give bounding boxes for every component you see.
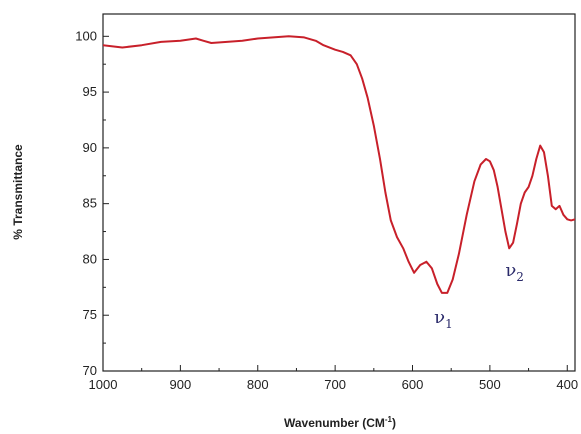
peak-label-nu1: ν1 bbox=[434, 307, 453, 331]
x-tick-label: 600 bbox=[402, 377, 424, 392]
x-axis-title-end: ) bbox=[392, 416, 396, 430]
x-axis-title-main: Wavenumber (CM bbox=[284, 416, 385, 430]
y-tick-label: 100 bbox=[75, 28, 97, 43]
y-tick-label: 75 bbox=[83, 307, 97, 322]
x-tick-label: 700 bbox=[324, 377, 346, 392]
x-tick-label: 1000 bbox=[89, 377, 118, 392]
peak-label-nu2: ν2 bbox=[505, 260, 524, 284]
x-tick-label: 800 bbox=[247, 377, 269, 392]
x-axis-title-superscript: -1 bbox=[385, 415, 393, 424]
x-axis-title: Wavenumber (CM-1) bbox=[284, 415, 396, 430]
transmittance-line bbox=[103, 35, 575, 294]
y-tick-label: 70 bbox=[83, 363, 97, 378]
y-axis: 70 75 80 85 90 95 100 bbox=[75, 28, 109, 378]
x-tick-label: 500 bbox=[479, 377, 501, 392]
y-tick-label: 90 bbox=[83, 140, 97, 155]
y-tick-label: 85 bbox=[83, 196, 97, 211]
peak-annotations: ν1 ν2 bbox=[434, 260, 524, 331]
y-axis-title: % Transmittance bbox=[11, 144, 25, 240]
y-tick-label: 95 bbox=[83, 84, 97, 99]
x-tick-label: 900 bbox=[170, 377, 192, 392]
x-axis: 1000 900 800 700 600 500 400 bbox=[89, 365, 578, 392]
x-tick-label: 400 bbox=[556, 377, 578, 392]
plot-frame bbox=[102, 13, 576, 372]
y-tick-label: 80 bbox=[83, 251, 97, 266]
